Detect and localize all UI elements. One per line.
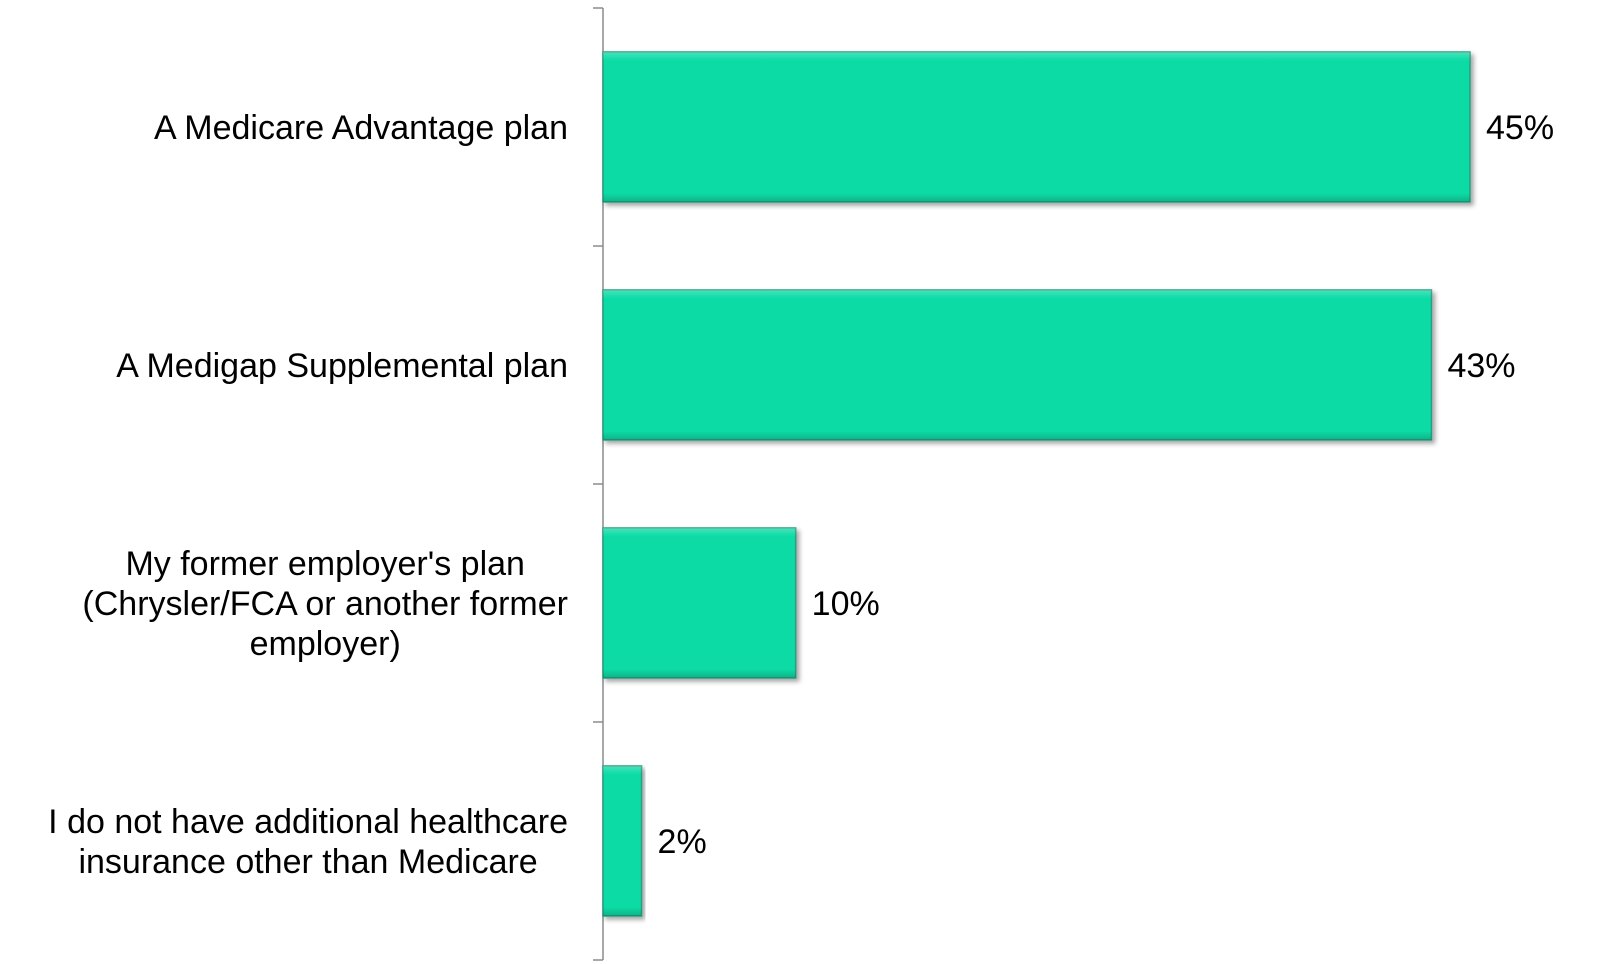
category-axis — [593, 7, 604, 961]
bar-group — [602, 765, 643, 917]
category-label-line: employer) — [250, 625, 401, 663]
category-label-line: (Chrysler/FCA or another former — [82, 585, 568, 623]
bar-highlight — [603, 766, 642, 916]
category-label: My former employer's plan (Chrysler/FCA o… — [82, 545, 568, 663]
bar-highlight — [603, 528, 796, 678]
labels: 45% A Medicare Advantage plan 43% A Medigap… — [48, 109, 1554, 881]
data-label: 2% — [658, 823, 707, 861]
category-label-line: A Medicare Advantage plan — [154, 109, 568, 147]
data-label: 43% — [1447, 347, 1515, 385]
category-label-line: My former employer's plan — [125, 545, 525, 583]
bar-group — [602, 289, 1433, 441]
bar-highlight — [603, 52, 1470, 202]
bar-group — [602, 51, 1471, 203]
data-label: 10% — [812, 585, 880, 623]
bar-group — [602, 527, 797, 679]
category-label-line: insurance other than Medicare — [78, 843, 537, 881]
data-label: 45% — [1486, 109, 1554, 147]
bars — [602, 51, 1471, 917]
category-label: I do not have additional healthcare insur… — [48, 803, 568, 881]
bar-highlight — [603, 290, 1432, 440]
category-label: A Medicare Advantage plan — [154, 109, 568, 147]
category-label-line: I do not have additional healthcare — [48, 803, 568, 841]
category-label: A Medigap Supplemental plan — [116, 347, 568, 385]
category-label-line: A Medigap Supplemental plan — [116, 347, 568, 385]
